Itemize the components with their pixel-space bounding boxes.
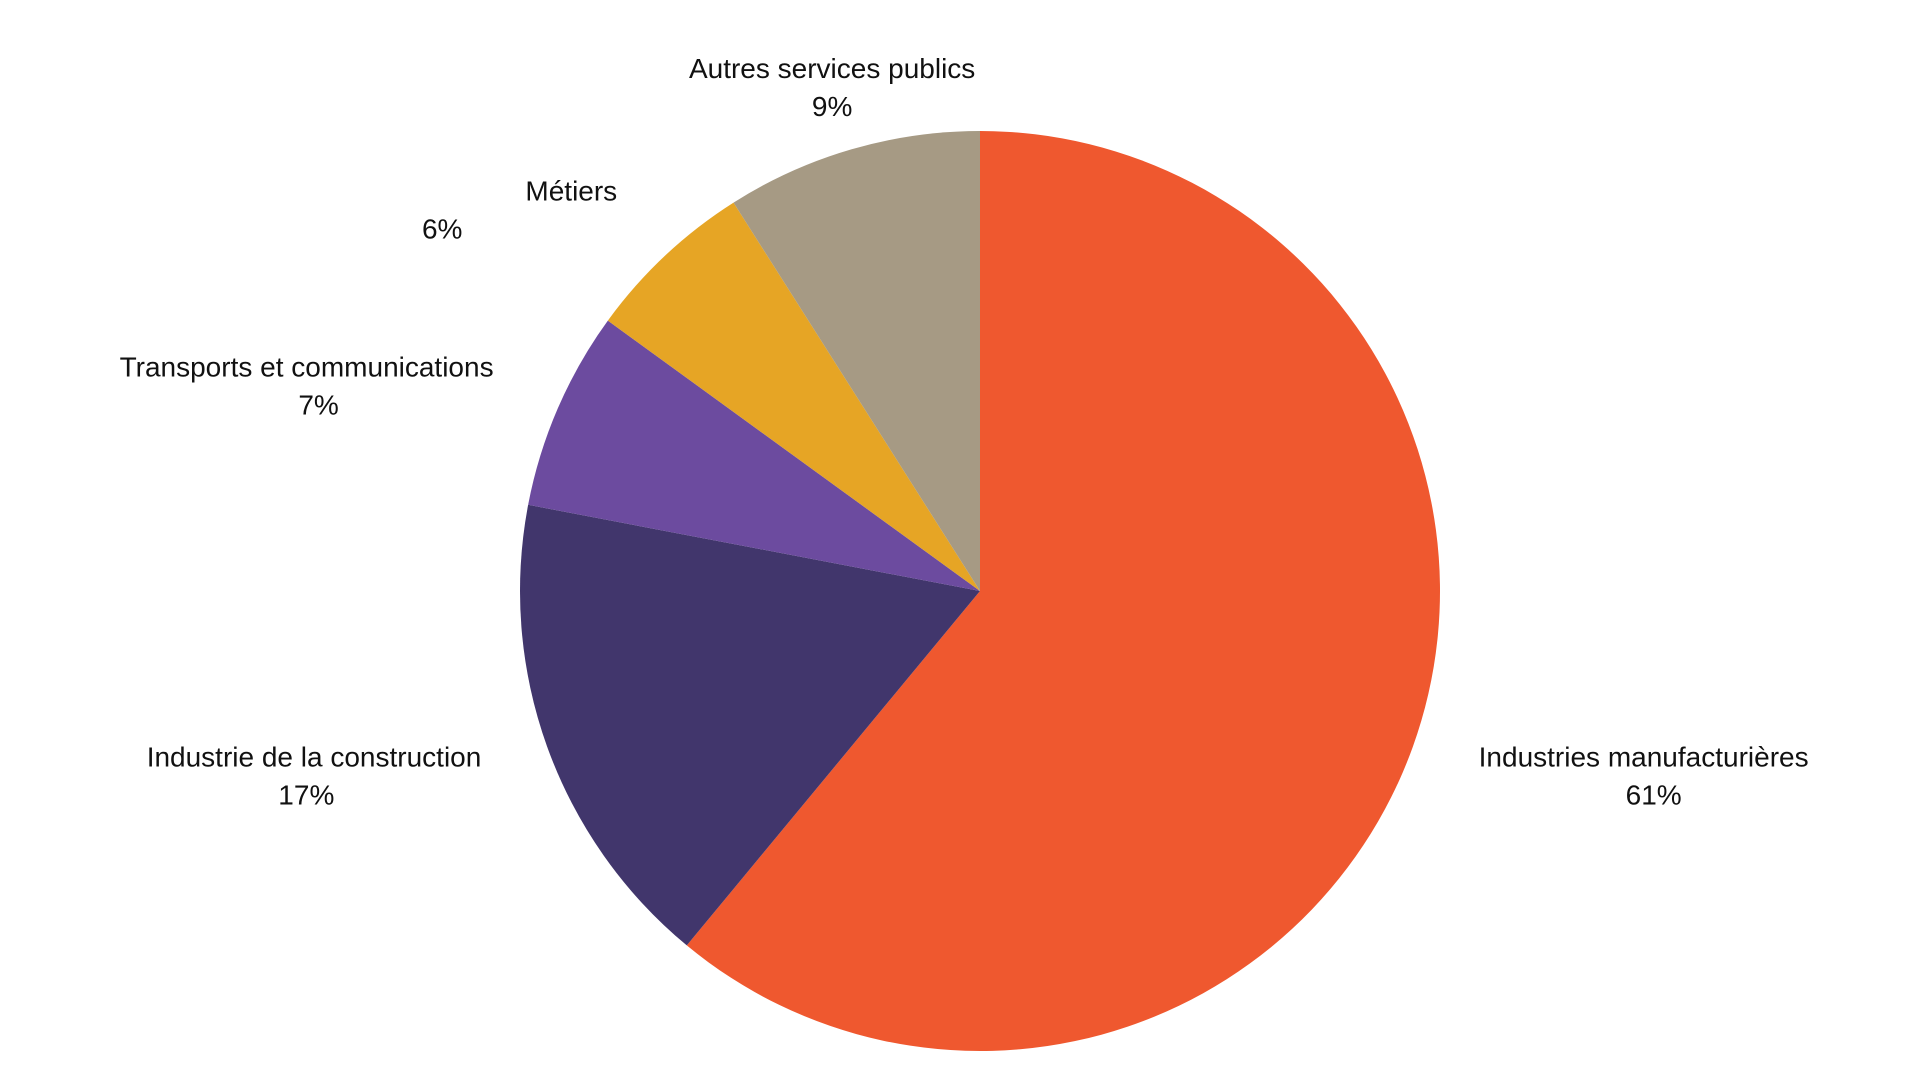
pie-slice-autres-services-publics <box>733 131 980 591</box>
pie-value-label-industrie-de-la-construction: 17% <box>278 780 334 811</box>
pie-value-label-transports-et-communications: 7% <box>298 390 338 421</box>
pie-slice-metiers <box>607 202 980 591</box>
pie-value-label-autres-services-publics: 9% <box>812 91 852 122</box>
pie-slice-transports-et-communications <box>528 320 980 591</box>
pie-value-label-industries-manufacturieres: 61% <box>1626 780 1682 811</box>
pie-label-industrie-de-la-construction: Industrie de la construction <box>147 742 482 773</box>
pie-slices <box>520 131 1441 1051</box>
pie-label-transports-et-communications: Transports et communications <box>120 352 494 383</box>
pie-labels: Industries manufacturières 61% Industrie d… <box>120 53 1809 810</box>
pie-slice-industrie-de-la-construction <box>520 504 980 946</box>
pie-label-autres-services-publics: Autres services publics <box>689 53 975 84</box>
pie-label-metiers: Métiers <box>525 176 617 207</box>
pie-label-industries-manufacturieres: Industries manufacturières <box>1479 742 1809 773</box>
pie-value-label-metiers: 6% <box>422 214 462 245</box>
pie-slice-industries-manufacturieres <box>686 131 1441 1051</box>
